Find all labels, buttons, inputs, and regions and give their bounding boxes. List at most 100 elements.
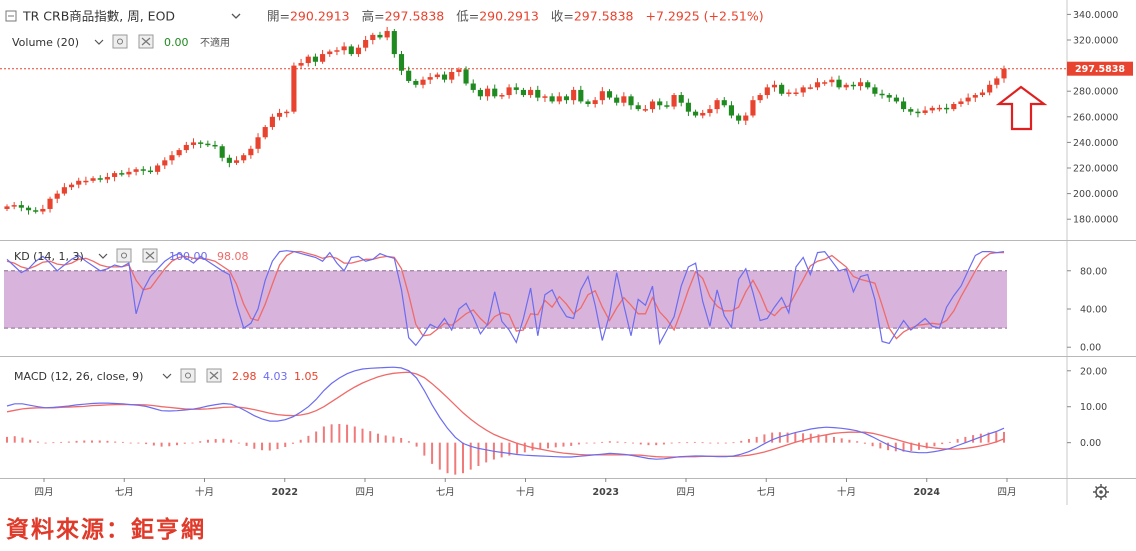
macd-hist-bar xyxy=(152,442,155,446)
candle-body xyxy=(635,105,641,110)
macd-hist-bar xyxy=(384,435,387,443)
kd-d-value: 98.08 xyxy=(217,250,249,263)
chevron-down-icon[interactable] xyxy=(162,373,172,379)
time-tick-label: 十月 xyxy=(195,486,214,498)
macd-hist-bar xyxy=(995,432,998,443)
settings-icon[interactable] xyxy=(180,368,196,383)
price-tag-text: 297.5838 xyxy=(1075,64,1125,75)
candle-body xyxy=(226,157,232,163)
candle-body xyxy=(814,82,821,88)
candle-body xyxy=(334,50,340,52)
candle-body xyxy=(542,96,548,98)
up-arrow-icon xyxy=(995,85,1048,131)
price-tick-label: 180.0000 xyxy=(1073,215,1118,226)
candle-body xyxy=(25,207,32,211)
candle-body xyxy=(355,47,362,55)
macd-hist-bar xyxy=(593,442,596,444)
settings-icon[interactable] xyxy=(116,248,132,263)
macd-hist-bar xyxy=(941,442,944,445)
symbol-title[interactable]: TR CRB商品指數, 周, EOD xyxy=(22,9,175,24)
candle-body xyxy=(190,142,197,145)
macd-hist-bar xyxy=(508,442,511,456)
macd-hist-bar xyxy=(276,442,279,450)
chevron-down-icon[interactable] xyxy=(98,253,108,259)
candle-body xyxy=(850,84,856,87)
macd-hist-bar xyxy=(29,439,32,443)
macd-hist-bar xyxy=(825,435,828,443)
macd-hist-bar xyxy=(423,442,426,456)
candle-body xyxy=(879,93,885,96)
macd-hist-bar xyxy=(693,441,696,443)
volume-label: Volume (20) xyxy=(12,36,79,49)
chevron-down-icon[interactable] xyxy=(94,39,104,45)
macd-hist-bar xyxy=(987,432,990,443)
candle-body xyxy=(169,155,175,161)
candle-body xyxy=(348,46,354,55)
macd-hist-bar xyxy=(894,442,897,452)
macd-hist-bar xyxy=(330,424,333,443)
macd-hist-bar xyxy=(145,442,148,445)
candle-body xyxy=(535,89,541,98)
candle-body xyxy=(707,109,713,113)
macd-hist-bar xyxy=(469,442,472,470)
chevron-down-icon[interactable] xyxy=(231,13,241,19)
macd-hist-bar xyxy=(647,442,650,446)
close-icon[interactable] xyxy=(206,368,222,383)
candle-body xyxy=(578,89,584,102)
macd-hist-bar xyxy=(353,426,356,443)
candle-body xyxy=(585,101,591,104)
candle-body xyxy=(398,54,405,71)
macd-hist-bar xyxy=(485,442,488,463)
candle-body xyxy=(958,101,964,104)
gear-icon[interactable] xyxy=(1093,484,1109,500)
candle-body xyxy=(341,46,347,51)
macd-hist-bar xyxy=(13,436,16,443)
macd-hist-bar xyxy=(230,439,233,443)
kd-label: KD (14, 1, 3) xyxy=(14,250,84,263)
macd-hist-bar xyxy=(670,442,673,444)
macd-hist-bar xyxy=(879,442,882,449)
macd-hist-bar xyxy=(400,437,403,443)
macd-hist-bar xyxy=(585,442,588,444)
macd-hist-bar xyxy=(917,442,920,450)
macd-hist-bar xyxy=(60,441,63,443)
macd-hist-bar xyxy=(910,442,913,451)
candle-body xyxy=(994,78,1000,85)
candle-body xyxy=(865,82,871,88)
candle-body xyxy=(4,206,10,209)
macd-tick-label: 0.00 xyxy=(1080,438,1101,449)
macd-hist-bar xyxy=(771,432,774,443)
macd-hist-bar xyxy=(516,442,519,454)
macd-hist-bar xyxy=(299,439,302,443)
candle-body xyxy=(33,210,39,212)
candle-body xyxy=(628,96,634,106)
candle-body xyxy=(506,87,512,96)
candle-body xyxy=(893,97,899,102)
kd-band xyxy=(4,270,1007,329)
candle-body xyxy=(563,96,570,101)
candle-body xyxy=(262,127,268,138)
macd-hist-bar xyxy=(75,440,78,443)
candle-body xyxy=(492,88,498,97)
macd-hist-bar xyxy=(871,442,874,447)
macd-hist-bar xyxy=(709,442,712,444)
candle-body xyxy=(147,170,154,173)
macd-hist-bar xyxy=(763,434,766,443)
close-icon[interactable] xyxy=(142,248,158,263)
settings-icon[interactable] xyxy=(112,34,128,49)
candle-body xyxy=(470,83,476,90)
collapse-icon[interactable] xyxy=(5,10,17,22)
close-icon[interactable] xyxy=(138,34,154,49)
candle-body xyxy=(140,169,146,171)
macd-hist-bar xyxy=(678,442,681,444)
candle-body xyxy=(40,208,46,212)
candle-body xyxy=(499,95,505,97)
time-tick-label: 2022 xyxy=(272,487,298,498)
macd-hist-bar xyxy=(601,441,604,443)
macd-hist-bar xyxy=(431,442,434,464)
macd-hist-value: 2.98 xyxy=(232,370,257,383)
macd-hist-bar xyxy=(376,433,379,443)
macd-hist-bar xyxy=(253,442,256,449)
macd-hist-bar xyxy=(840,438,843,443)
candle-body xyxy=(779,84,785,94)
